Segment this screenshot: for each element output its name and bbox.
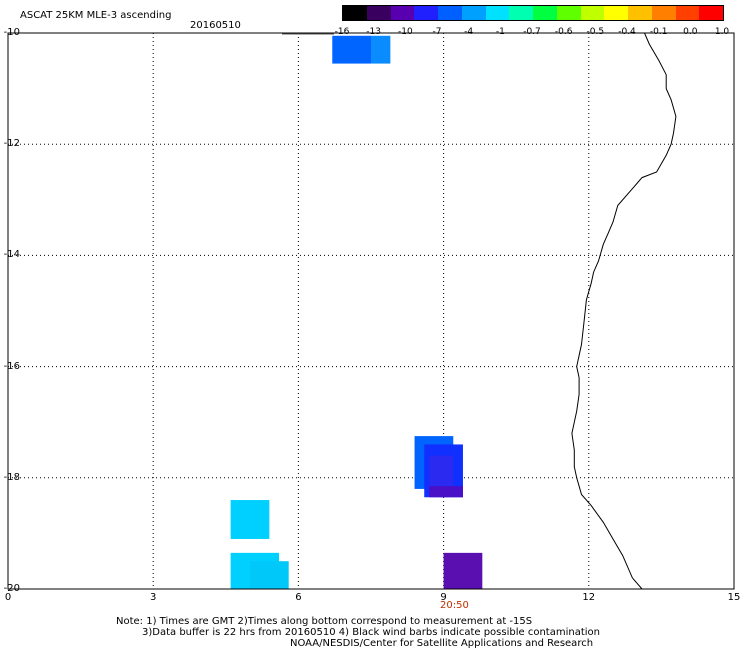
colorbar-swatch	[556, 6, 581, 20]
colorbar-label: 0.0	[683, 27, 698, 37]
colorbar-swatch	[509, 6, 533, 20]
x-axis-label: 3	[150, 592, 157, 603]
colorbar-label: -0.1	[649, 27, 668, 37]
x-axis-label: 15	[727, 592, 740, 603]
colorbar-label: -1	[495, 27, 505, 37]
note-line-3: NOAA/NESDIS/Center for Satellite Applica…	[290, 638, 594, 649]
colorbar-swatch	[699, 6, 723, 20]
colorbar-label: -0.6	[554, 27, 573, 37]
x-axis-label: 9	[440, 592, 447, 603]
coastline	[571, 32, 677, 590]
colorbar-swatch	[461, 6, 486, 20]
wind-cell	[371, 35, 391, 64]
colorbar-label: -0.5	[586, 27, 605, 37]
x-axis-label: 12	[582, 592, 596, 603]
colorbar-label: -0.4	[618, 27, 636, 37]
colorbar-swatch	[343, 6, 367, 20]
colorbar-swatch	[604, 6, 628, 20]
colorbar-swatch	[438, 6, 462, 20]
y-axis-label: -18	[3, 471, 20, 483]
map-title: ASCAT 25KM MLE-3 ascending	[20, 10, 172, 21]
time-label: 20:50	[440, 600, 469, 611]
colorbar	[342, 5, 724, 21]
colorbar-swatch	[675, 6, 700, 20]
colorbar-swatch	[414, 6, 438, 20]
y-axis-label: -20	[3, 583, 20, 594]
wind-cell	[429, 455, 454, 492]
wind-cell	[443, 552, 483, 589]
colorbar-swatch	[651, 6, 676, 20]
y-axis-label: -10	[3, 27, 20, 38]
colorbar-label: -13	[366, 27, 381, 37]
y-axis-label: -14	[3, 249, 20, 261]
colorbar-swatch	[485, 6, 510, 20]
colorbar-swatch	[533, 6, 557, 20]
wind-cell	[230, 500, 270, 539]
colorbar-label: -4	[464, 27, 474, 37]
x-axis-label: 6	[295, 592, 302, 603]
y-axis-label: -12	[3, 138, 20, 150]
wind-cell	[429, 486, 463, 498]
grid-lines	[7, 32, 735, 590]
colorbar-swatch	[628, 6, 652, 20]
wind-cells	[230, 35, 483, 589]
y-axis-label: -16	[3, 360, 20, 372]
colorbar-swatch	[366, 6, 391, 20]
map-date: 20160510	[190, 20, 241, 31]
wind-cell	[332, 35, 371, 64]
x-axis-label: 0	[4, 592, 12, 603]
colorbar-label: 1.0	[714, 27, 730, 37]
note-line-2: 3)Data buffer is 22 hrs from 20160510 4)…	[142, 627, 600, 638]
colorbar-label: -7	[432, 27, 442, 37]
colorbar-label: -16	[334, 27, 350, 37]
note-line-1: Note: 1) Times are GMT 2)Times along bot…	[116, 616, 533, 627]
colorbar-label: -0.7	[523, 27, 541, 37]
wind-cell	[250, 561, 289, 589]
colorbar-label: -10	[397, 27, 413, 37]
colorbar-swatch	[390, 6, 415, 20]
coastline-path	[571, 32, 677, 590]
colorbar-swatch	[580, 6, 605, 20]
plot-frame	[7, 32, 735, 590]
